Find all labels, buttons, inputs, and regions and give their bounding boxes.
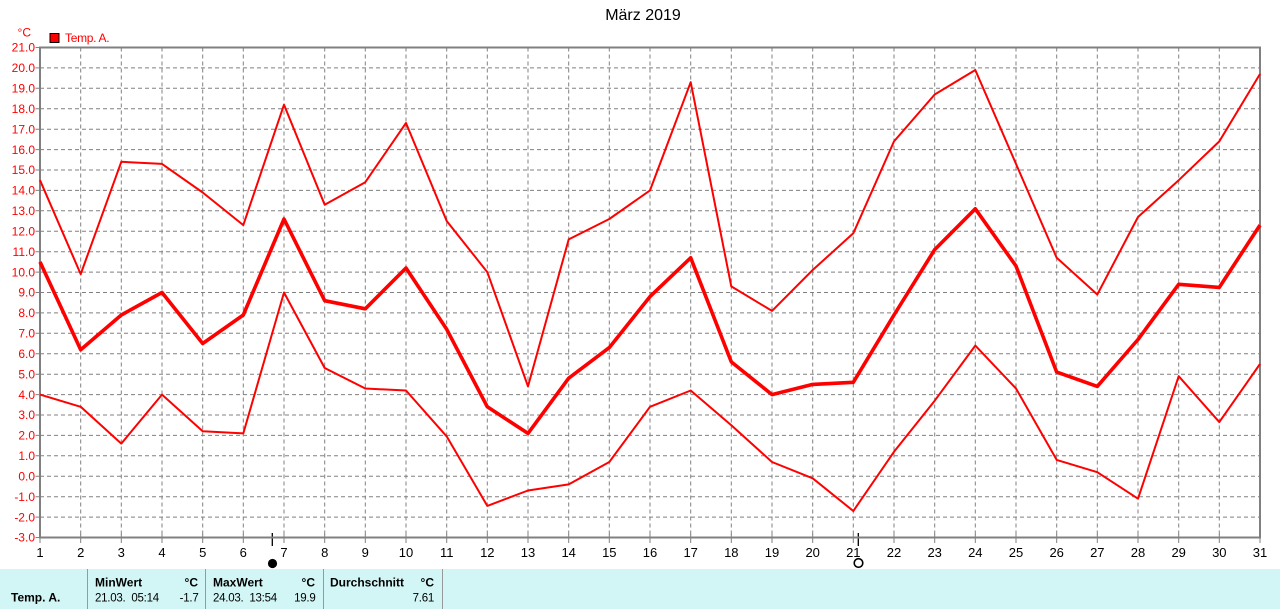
svg-text:3: 3 [118,545,125,560]
svg-text:2: 2 [77,545,84,560]
svg-text:März 2019: März 2019 [605,7,681,24]
svg-text:26: 26 [1049,545,1063,560]
svg-text:1: 1 [36,545,43,560]
svg-text:13.0: 13.0 [12,204,36,218]
svg-text:MaxWert: MaxWert [213,576,263,590]
svg-text:°C: °C [421,576,435,590]
svg-text:-1.0: -1.0 [14,490,35,504]
svg-text:28: 28 [1131,545,1145,560]
svg-text:12: 12 [480,545,494,560]
svg-text:24.03. 13:54: 24.03. 13:54 [213,593,278,605]
svg-text:15: 15 [602,545,616,560]
svg-text:19.9: 19.9 [294,593,315,605]
svg-text:19.0: 19.0 [12,82,36,96]
svg-text:0.0: 0.0 [18,469,35,483]
svg-text:16.0: 16.0 [12,143,36,157]
svg-text:10.0: 10.0 [12,265,36,279]
svg-text:6: 6 [240,545,247,560]
svg-text:11.0: 11.0 [13,245,36,259]
svg-text:18: 18 [724,545,738,560]
svg-text:5.0: 5.0 [18,367,35,381]
svg-text:7: 7 [280,545,287,560]
svg-text:-1.7: -1.7 [180,593,199,605]
svg-text:23: 23 [927,545,941,560]
svg-text:29: 29 [1171,545,1185,560]
svg-text:2.0: 2.0 [18,429,35,443]
svg-text:10: 10 [399,545,413,560]
svg-text:12.0: 12.0 [12,224,36,238]
svg-text:9: 9 [362,545,369,560]
svg-text:17: 17 [683,545,697,560]
svg-text:22: 22 [887,545,901,560]
svg-text:Temp. A.: Temp. A. [11,591,60,605]
svg-text:30: 30 [1212,545,1226,560]
svg-text:4: 4 [158,545,165,560]
svg-text:21.03. 05:14: 21.03. 05:14 [95,593,160,605]
svg-text:°C: °C [18,26,32,40]
svg-text:18.0: 18.0 [12,102,36,116]
svg-text:14.0: 14.0 [12,184,36,198]
svg-text:14: 14 [561,545,575,560]
svg-text:3.0: 3.0 [18,408,35,422]
svg-text:11: 11 [440,545,454,560]
svg-text:8: 8 [321,545,328,560]
svg-text:13: 13 [521,545,535,560]
svg-text:9.0: 9.0 [18,286,35,300]
svg-text:7.0: 7.0 [18,327,35,341]
svg-text:-3.0: -3.0 [14,531,35,545]
svg-text:°C: °C [302,576,316,590]
svg-text:1.0: 1.0 [18,449,35,463]
svg-text:4.0: 4.0 [18,388,35,402]
svg-text:Temp. A.: Temp. A. [65,31,109,45]
svg-text:17.0: 17.0 [12,122,36,136]
svg-text:°C: °C [185,576,199,590]
svg-text:6.0: 6.0 [18,347,35,361]
svg-text:19: 19 [765,545,779,560]
svg-text:21.0: 21.0 [12,41,36,55]
svg-text:31: 31 [1253,545,1267,560]
svg-text:-2.0: -2.0 [14,510,35,524]
svg-text:7.61: 7.61 [413,593,434,605]
svg-text:8.0: 8.0 [18,306,35,320]
svg-text:21: 21 [846,545,860,560]
svg-text:24: 24 [968,545,982,560]
svg-text:20: 20 [805,545,819,560]
svg-text:5: 5 [199,545,206,560]
svg-text:16: 16 [643,545,657,560]
svg-text:25: 25 [1009,545,1023,560]
svg-text:20.0: 20.0 [12,61,36,75]
svg-text:27: 27 [1090,545,1104,560]
svg-text:Durchschnitt: Durchschnitt [330,576,404,590]
svg-text:MinWert: MinWert [95,576,142,590]
svg-text:15.0: 15.0 [12,163,36,177]
